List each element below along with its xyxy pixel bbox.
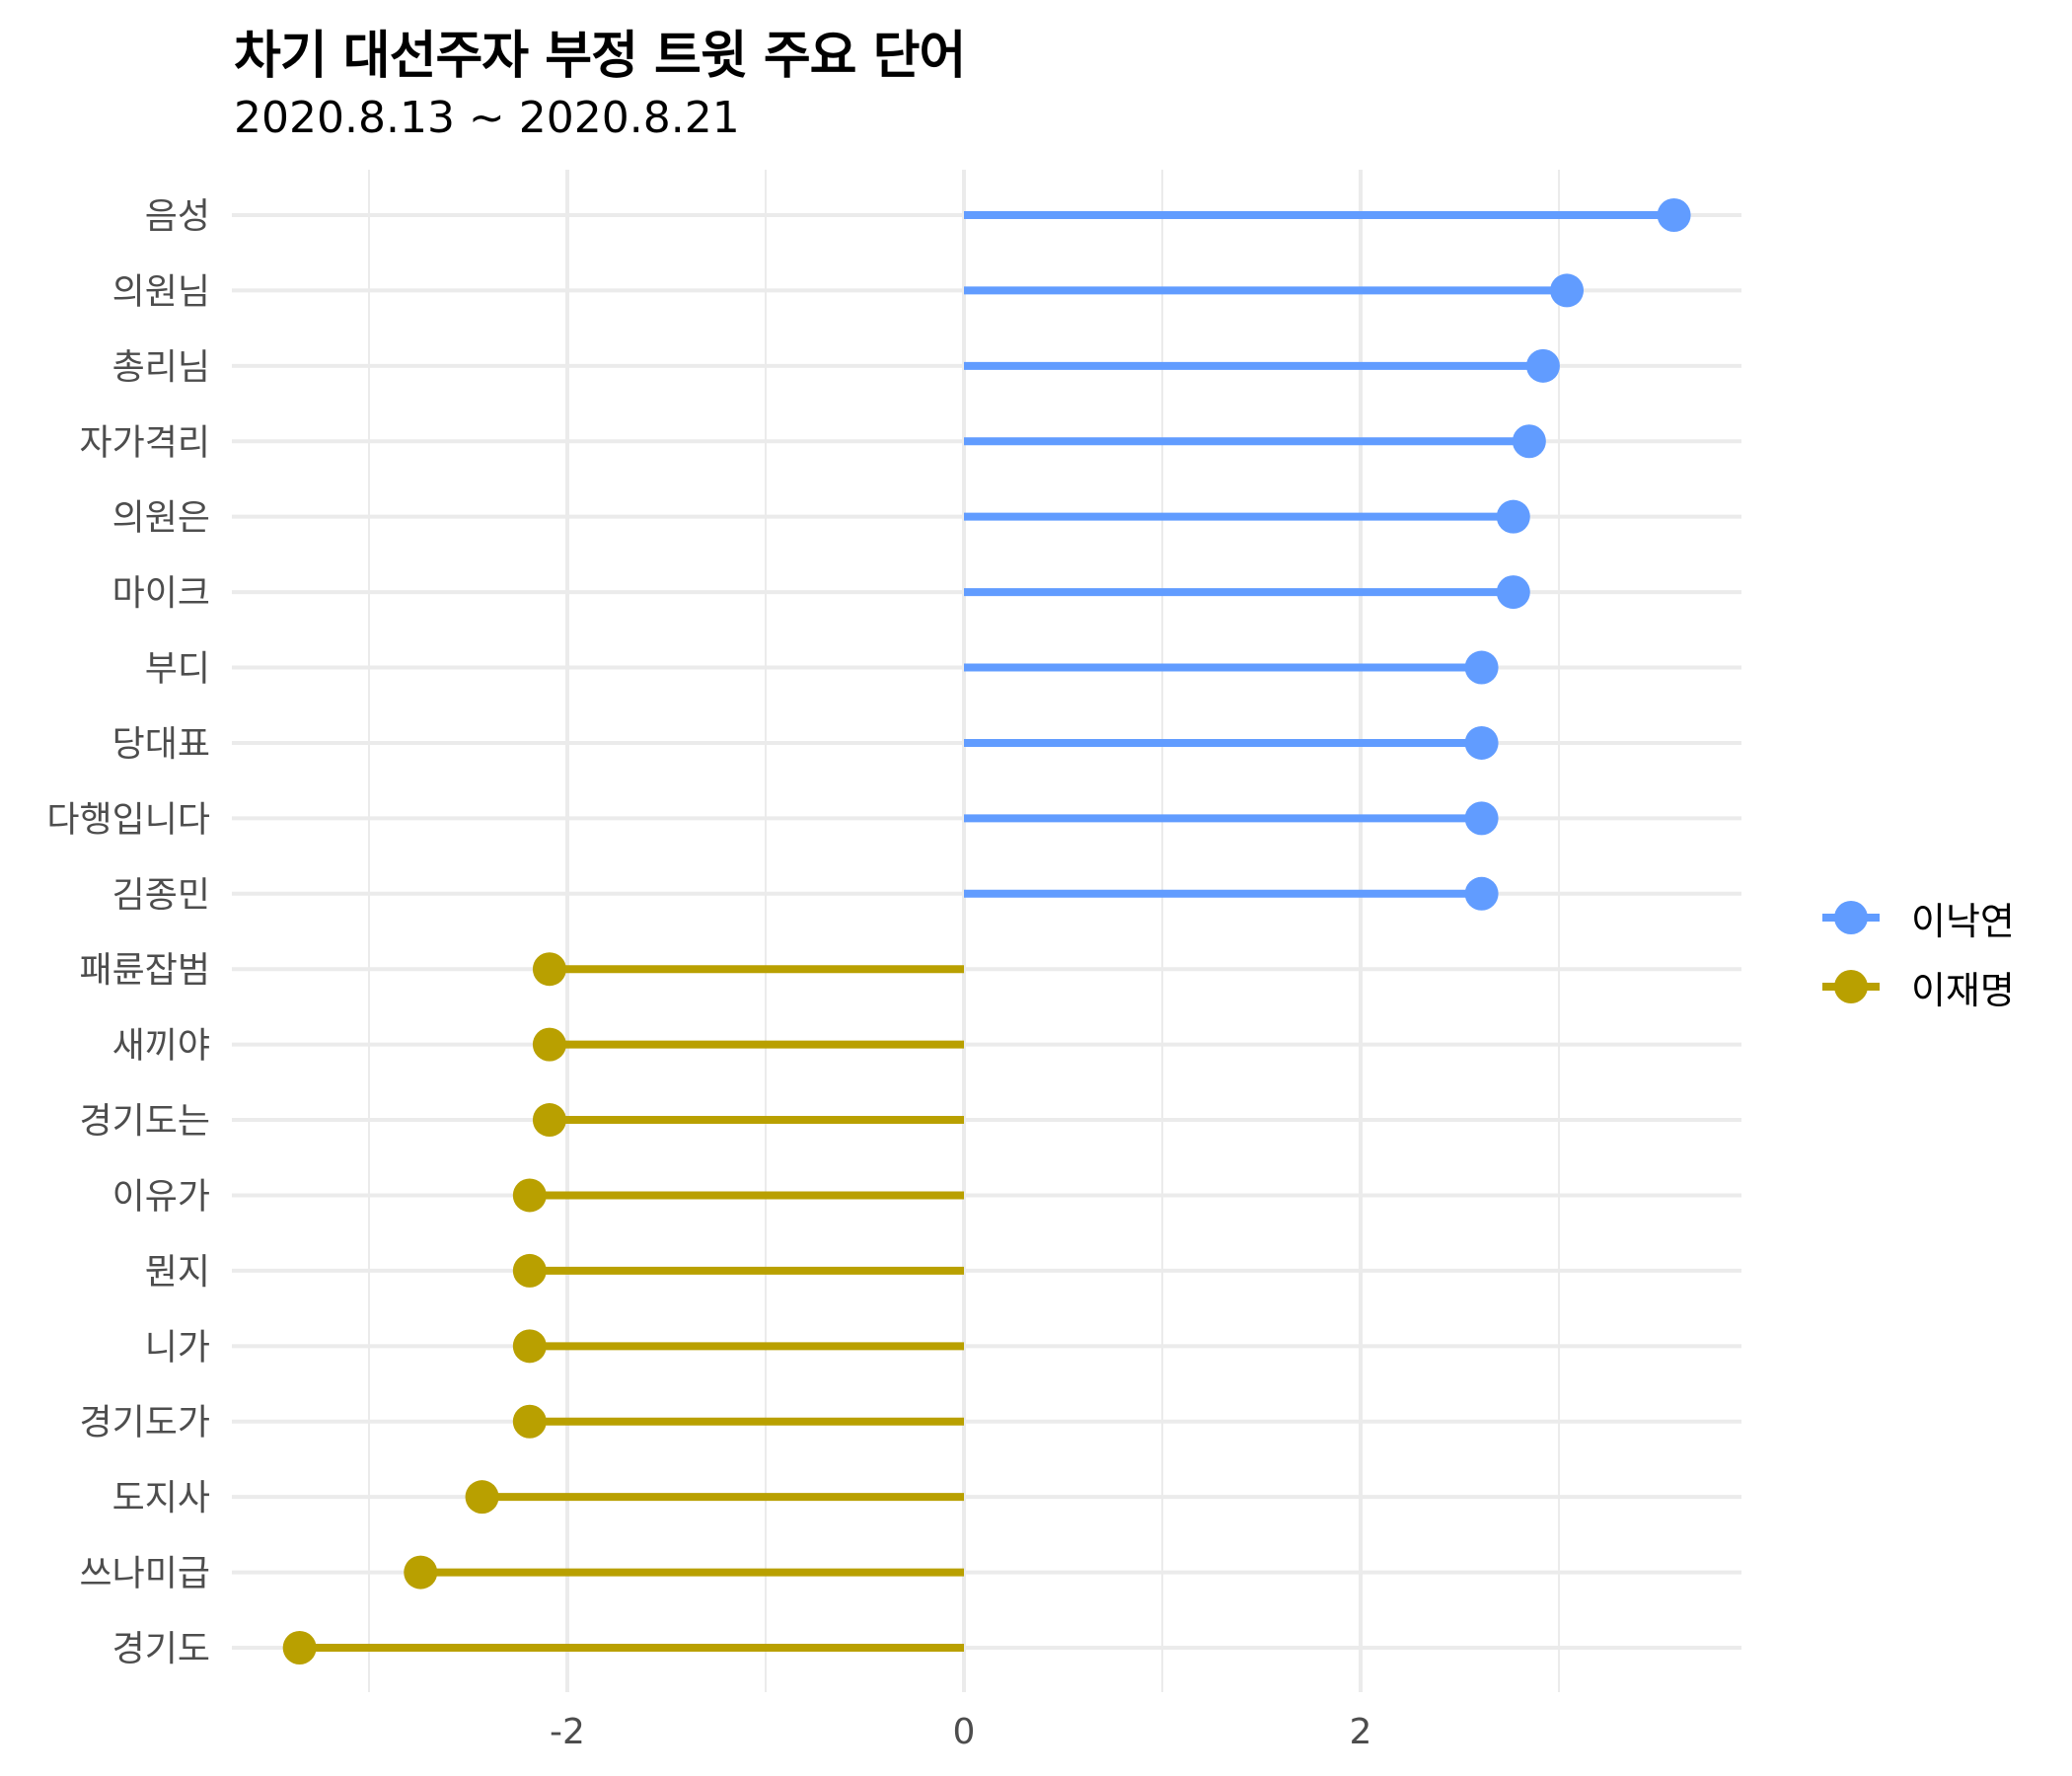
lollipop-point xyxy=(1464,650,1499,685)
x-tick-label: -2 xyxy=(550,1712,585,1752)
y-category-label: 음성 xyxy=(145,196,210,237)
horizontal-gridlines xyxy=(232,213,1741,1650)
legend-label: 이낙연 xyxy=(1911,899,2015,943)
lollipop-points xyxy=(282,198,1691,1665)
lollipop-point xyxy=(1464,876,1499,911)
y-category-label: 의원은 xyxy=(112,498,210,539)
legend-key-icon xyxy=(1820,967,1882,1006)
legend-dot xyxy=(1834,970,1868,1003)
lollipop-point xyxy=(512,1253,547,1288)
legend-item-lee-jaemyung[interactable]: 이재명 xyxy=(1820,952,2015,1021)
y-category-label: 부디 xyxy=(145,649,210,690)
y-category-label: 의원님 xyxy=(112,271,210,312)
lollipop-point xyxy=(1525,348,1560,383)
x-axis-labels: -2 0 2 xyxy=(550,1712,1371,1752)
y-category-label: 다행입니다 xyxy=(46,799,210,840)
legend-item-lee-nakyon[interactable]: 이낙연 xyxy=(1820,883,2015,952)
lollipop-point xyxy=(1496,499,1530,534)
y-category-label: 쓰나미급 xyxy=(80,1554,210,1594)
lollipop-point xyxy=(465,1480,499,1515)
lollipop-point xyxy=(532,1027,566,1062)
lollipop-point xyxy=(532,952,566,987)
chart-title: 차기 대선주자 부정 트윗 주요 단어 xyxy=(234,27,966,86)
legend-key-icon xyxy=(1820,898,1882,937)
x-tick-label: 2 xyxy=(1350,1712,1372,1752)
y-category-label: 경기도 xyxy=(112,1629,210,1669)
lollipop-stems xyxy=(299,211,1674,1652)
y-category-label: 자가격리 xyxy=(80,422,210,463)
lollipop-point xyxy=(512,1178,547,1213)
y-category-label: 이유가 xyxy=(112,1176,210,1217)
y-axis-labels: 음성의원님총리님자가격리의원은마이크부디당대표다행입니다김종민패륜잡범새끼야경기… xyxy=(46,196,210,1669)
lollipop-point xyxy=(1464,801,1499,836)
legend-dot xyxy=(1834,901,1868,934)
y-category-label: 패륜잡범 xyxy=(80,950,210,991)
lollipop-point xyxy=(532,1103,566,1138)
y-category-label: 김종민 xyxy=(112,875,210,916)
legend-label: 이재명 xyxy=(1911,968,2015,1012)
legend: 이낙연 이재명 xyxy=(1820,883,2015,1021)
y-category-label: 마이크 xyxy=(112,573,210,614)
lollipop-point xyxy=(1496,575,1530,610)
y-category-label: 새끼야 xyxy=(112,1026,210,1067)
lollipop-point xyxy=(1512,424,1546,459)
y-category-label: 뭔지 xyxy=(145,1252,210,1293)
y-category-label: 총리님 xyxy=(112,347,210,388)
chart-subtitle: 2020.8.13 ~ 2020.8.21 xyxy=(234,93,740,143)
vertical-gridlines xyxy=(368,170,1560,1692)
y-category-label: 니가 xyxy=(145,1327,210,1368)
lollipop-point xyxy=(512,1404,547,1439)
lollipop-point xyxy=(1657,198,1691,232)
y-category-label: 당대표 xyxy=(112,724,210,765)
lollipop-point xyxy=(1550,273,1585,308)
y-category-label: 도지사 xyxy=(112,1478,210,1518)
lollipop-point xyxy=(404,1555,438,1590)
lollipop-point xyxy=(282,1631,317,1665)
x-tick-label: 0 xyxy=(953,1712,976,1752)
y-category-label: 경기도는 xyxy=(80,1101,210,1142)
lollipop-point xyxy=(512,1329,547,1364)
y-category-label: 경기도가 xyxy=(80,1403,210,1443)
lollipop-point xyxy=(1464,725,1499,760)
